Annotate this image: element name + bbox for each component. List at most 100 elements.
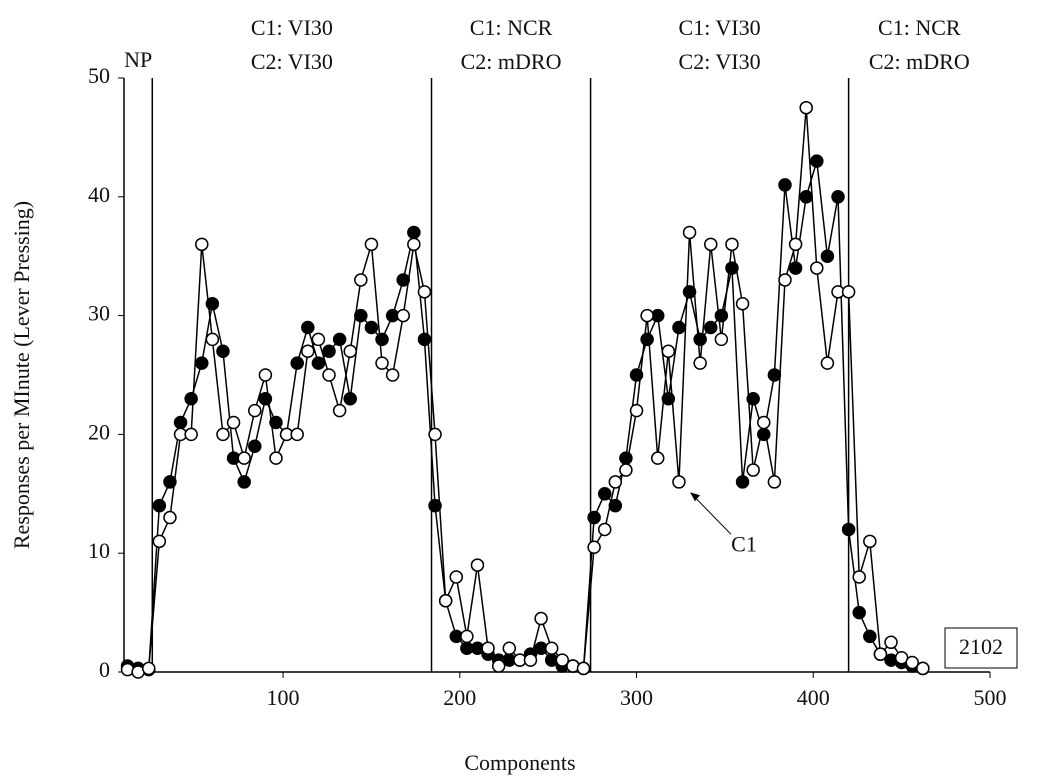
y-tick-label: 50 — [88, 63, 110, 88]
point — [852, 570, 866, 584]
point — [619, 451, 633, 465]
point — [788, 261, 803, 275]
point — [205, 332, 220, 347]
point — [884, 635, 898, 650]
point — [757, 427, 771, 442]
point — [905, 655, 919, 670]
point — [916, 661, 930, 676]
point — [672, 475, 686, 489]
point — [396, 273, 410, 287]
point — [693, 356, 707, 370]
point — [290, 427, 304, 442]
point — [354, 273, 368, 287]
phase-label: C2: VI30 — [251, 49, 333, 74]
point — [735, 475, 750, 489]
point — [841, 285, 856, 299]
point — [704, 320, 718, 335]
point — [693, 332, 707, 347]
point — [852, 605, 866, 620]
point — [237, 451, 251, 465]
point — [534, 611, 548, 626]
point — [248, 403, 262, 418]
point — [714, 332, 729, 347]
point — [619, 463, 633, 477]
point — [820, 356, 835, 370]
point — [173, 415, 188, 430]
point — [672, 320, 686, 335]
point — [629, 368, 644, 382]
phase-label: NP — [124, 47, 152, 72]
point — [544, 641, 559, 655]
point — [831, 190, 845, 204]
point — [248, 439, 262, 454]
point — [195, 356, 209, 370]
point — [863, 629, 877, 644]
point — [587, 510, 601, 525]
annotation-arrowhead — [690, 492, 701, 502]
point — [438, 593, 453, 608]
point — [163, 475, 177, 489]
point — [237, 475, 251, 489]
point — [597, 522, 612, 537]
phase-label: C2: mDRO — [869, 49, 970, 74]
point — [449, 570, 464, 584]
y-tick-label: 40 — [88, 182, 110, 207]
x-axis-label: Components — [464, 750, 575, 775]
point — [873, 647, 888, 661]
point — [364, 237, 379, 252]
y-axis-label: Responses per MInute (Lever Pressing) — [9, 201, 34, 549]
annotation-label: C1 — [731, 531, 757, 556]
point — [481, 641, 495, 655]
point — [767, 368, 782, 382]
point — [778, 273, 792, 287]
x-tick-label: 200 — [443, 685, 476, 710]
point — [141, 661, 156, 676]
point — [301, 344, 315, 358]
phase-label: C1: NCR — [470, 15, 553, 40]
point — [428, 498, 442, 513]
point — [354, 308, 368, 323]
point — [407, 237, 421, 252]
point — [714, 308, 729, 323]
point — [767, 475, 782, 489]
point — [152, 498, 167, 513]
point — [322, 368, 336, 382]
point — [746, 392, 760, 406]
point — [364, 320, 379, 335]
point — [184, 392, 198, 406]
point — [332, 403, 347, 418]
point — [417, 332, 432, 347]
annotation-arrow — [691, 493, 732, 535]
point — [682, 285, 697, 299]
point — [576, 661, 591, 676]
point — [184, 427, 198, 442]
point — [704, 237, 718, 252]
point — [863, 534, 877, 549]
y-tick-label: 30 — [88, 301, 110, 326]
point — [407, 225, 421, 240]
y-tick-label: 20 — [88, 419, 110, 444]
point — [640, 332, 654, 347]
point — [799, 100, 813, 115]
point — [396, 308, 410, 323]
point — [757, 415, 771, 430]
point — [810, 154, 824, 168]
point — [661, 392, 676, 406]
point — [629, 403, 644, 418]
phase-label: C1: VI30 — [251, 15, 333, 40]
point — [311, 332, 326, 347]
point — [820, 249, 835, 263]
phase-label: C1: VI30 — [679, 15, 761, 40]
point — [163, 510, 177, 525]
x-tick-label: 300 — [620, 685, 653, 710]
phase-label: C2: mDRO — [461, 49, 562, 74]
point — [788, 237, 803, 252]
point — [428, 427, 442, 442]
point — [269, 451, 283, 465]
phase-label: C1: NCR — [878, 15, 961, 40]
point — [640, 308, 654, 323]
point — [205, 296, 220, 311]
point — [650, 451, 665, 465]
point — [301, 320, 315, 335]
